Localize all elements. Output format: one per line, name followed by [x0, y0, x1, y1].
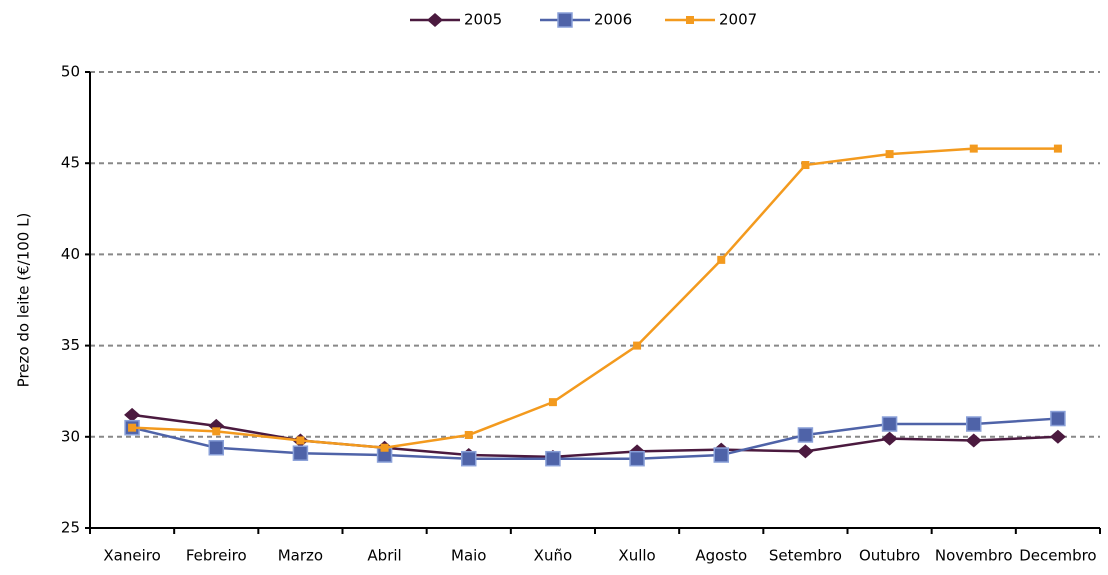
marker	[548, 398, 557, 407]
marker	[717, 255, 726, 264]
legend-label: 2007	[719, 11, 757, 29]
marker	[380, 443, 389, 452]
marker	[969, 144, 978, 153]
marker	[881, 416, 898, 432]
marker	[629, 450, 645, 467]
marker	[1050, 410, 1066, 427]
series-line	[131, 417, 1059, 460]
x-tick-label: Xuño	[534, 547, 572, 565]
marker	[797, 444, 814, 459]
marker	[461, 450, 477, 467]
x-tick-label: Setembro	[769, 547, 842, 565]
marker	[212, 427, 221, 436]
marker	[208, 439, 224, 456]
x-tick-label: Novembro	[935, 547, 1013, 565]
y-tick-label: 40	[61, 245, 80, 263]
x-tick-label: Marzo	[278, 547, 323, 565]
x-tick-label: Outubro	[859, 547, 920, 565]
x-tick-label: Xullo	[618, 547, 655, 565]
x-tick-label: Maio	[451, 547, 486, 565]
y-tick-label: 45	[61, 154, 80, 172]
marker	[124, 407, 141, 422]
marker	[966, 416, 982, 432]
marker	[292, 445, 309, 461]
y-tick-label: 35	[61, 336, 80, 354]
marker	[545, 450, 561, 467]
x-tick-label: Decembro	[1019, 547, 1096, 565]
series-line	[132, 147, 1058, 450]
legend-label: 2005	[464, 11, 502, 29]
x-tick-label: Xaneiro	[103, 547, 160, 565]
marker	[881, 431, 898, 446]
marker	[686, 16, 694, 24]
y-tick-label: 30	[61, 427, 80, 445]
legend-label: 2006	[594, 11, 632, 29]
y-axis-label: Prezo do leite (€/100 L)	[15, 213, 33, 388]
marker	[797, 427, 814, 443]
marker	[128, 423, 137, 432]
marker	[633, 341, 642, 350]
marker	[464, 430, 473, 439]
marker	[885, 150, 894, 159]
marker	[427, 13, 443, 27]
marker	[1049, 429, 1066, 444]
marker	[557, 12, 573, 28]
x-tick-label: Abril	[367, 547, 401, 565]
marker	[296, 436, 305, 445]
marker	[713, 447, 729, 463]
marker	[965, 433, 982, 448]
marker	[1053, 144, 1062, 153]
y-tick-label: 25	[61, 519, 80, 537]
x-tick-label: Agosto	[695, 547, 747, 565]
x-tick-label: Febreiro	[186, 547, 247, 565]
marker	[801, 161, 810, 170]
y-tick-label: 50	[61, 63, 80, 81]
